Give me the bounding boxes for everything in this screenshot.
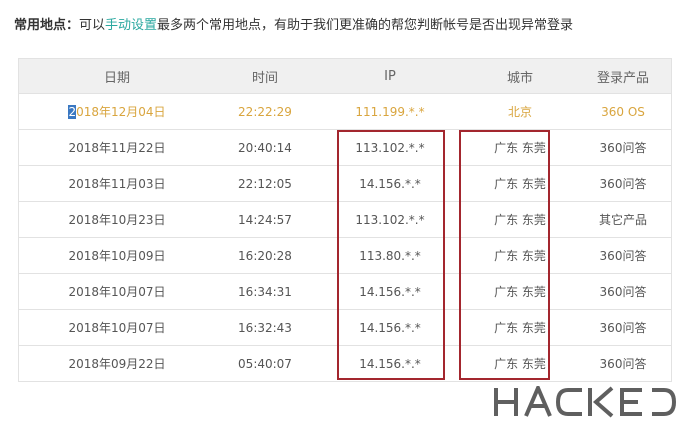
table-row: 2018年11月22日 20:40:14 113.102.*.* 广东 东莞 3… [18, 129, 672, 166]
cell-product: 360问答 [575, 273, 672, 310]
table-row: 2018年11月03日 22:12:05 14.156.*.* 广东 东莞 36… [18, 165, 672, 202]
cell-ip: 113.102.*.* [315, 201, 465, 238]
table-header: 日期 时间 IP 城市 登录产品 [18, 58, 672, 94]
cell-time: 22:22:29 [215, 93, 315, 130]
cell-product: 其它产品 [575, 201, 672, 238]
notice-suffix: 最多两个常用地点，有助于我们更准确的帮您判断帐号是否出现异常登录 [157, 18, 574, 33]
cell-ip: 14.156.*.* [315, 309, 465, 346]
date-text: 2018年10月07日 [68, 285, 166, 299]
cell-ip: 113.80.*.* [315, 237, 465, 274]
cell-time: 05:40:07 [215, 345, 315, 382]
cell-time: 16:32:43 [215, 309, 315, 346]
cell-date: 2018年11月03日 [18, 165, 215, 202]
header-date: 日期 [18, 58, 215, 94]
cell-city: 广东 东莞 [465, 201, 575, 238]
date-text: 2018年09月22日 [68, 357, 166, 371]
table-row: 2018年10月09日 16:20:28 113.80.*.* 广东 东莞 36… [18, 237, 672, 274]
date-selected-char: 2 [68, 105, 77, 119]
cell-product: 360问答 [575, 237, 672, 274]
date-text: 2018年10月09日 [68, 249, 166, 263]
cell-time: 16:20:28 [215, 237, 315, 274]
header-product: 登录产品 [575, 58, 672, 94]
date-text: 2018年10月07日 [68, 321, 166, 335]
cell-ip: 14.156.*.* [315, 345, 465, 382]
table-row: 2018年12月04日 22:22:29 111.199.*.* 北京 360 … [18, 93, 672, 130]
cell-date: 2018年10月23日 [18, 201, 215, 238]
cell-product: 360问答 [575, 129, 672, 166]
header-ip: IP [315, 58, 465, 94]
table-row: 2018年09月22日 05:40:07 14.156.*.* 广东 东莞 36… [18, 345, 672, 382]
cell-city: 广东 东莞 [465, 273, 575, 310]
cell-time: 20:40:14 [215, 129, 315, 166]
cell-date: 2018年10月07日 [18, 273, 215, 310]
table-row: 2018年10月23日 14:24:57 113.102.*.* 广东 东莞 其… [18, 201, 672, 238]
cell-product: 360问答 [575, 165, 672, 202]
cell-ip: 113.102.*.* [315, 129, 465, 166]
cell-date: 2018年10月09日 [18, 237, 215, 274]
cell-ip: 14.156.*.* [315, 273, 465, 310]
cell-time: 14:24:57 [215, 201, 315, 238]
manual-setting-link[interactable]: 手动设置 [105, 18, 158, 33]
cell-product: 360问答 [575, 345, 672, 382]
header-city: 城市 [465, 58, 575, 94]
common-location-notice: 常用地点：可以手动设置最多两个常用地点，有助于我们更准确的帮您判断帐号是否出现异… [14, 14, 573, 33]
cell-product: 360 OS [575, 93, 672, 130]
date-text: 2018年11月03日 [68, 177, 166, 191]
cell-city: 广东 东莞 [465, 309, 575, 346]
cell-date: 2018年10月07日 [18, 309, 215, 346]
cell-city: 北京 [465, 93, 575, 130]
cell-city: 广东 东莞 [465, 237, 575, 274]
login-history-table: 日期 时间 IP 城市 登录产品 2018年12月04日 22:22:29 11… [18, 58, 672, 382]
cell-city: 广东 东莞 [465, 129, 575, 166]
cell-date: 2018年12月04日 [18, 93, 215, 130]
notice-label: 常用地点： [14, 18, 80, 33]
date-text: 018年12月04日 [76, 105, 166, 119]
cell-time: 16:34:31 [215, 273, 315, 310]
cell-date: 2018年09月22日 [18, 345, 215, 382]
date-text: 2018年11月22日 [68, 141, 166, 155]
notice-prefix: 可以 [79, 18, 106, 33]
cell-ip: 14.156.*.* [315, 165, 465, 202]
hacked-watermark-logo [494, 386, 677, 418]
cell-date: 2018年11月22日 [18, 129, 215, 166]
cell-city: 广东 东莞 [465, 345, 575, 382]
cell-product: 360问答 [575, 309, 672, 346]
date-text: 2018年10月23日 [68, 213, 166, 227]
cell-time: 22:12:05 [215, 165, 315, 202]
header-time: 时间 [215, 58, 315, 94]
cell-city: 广东 东莞 [465, 165, 575, 202]
table-row: 2018年10月07日 16:32:43 14.156.*.* 广东 东莞 36… [18, 309, 672, 346]
cell-ip: 111.199.*.* [315, 93, 465, 130]
table-row: 2018年10月07日 16:34:31 14.156.*.* 广东 东莞 36… [18, 273, 672, 310]
